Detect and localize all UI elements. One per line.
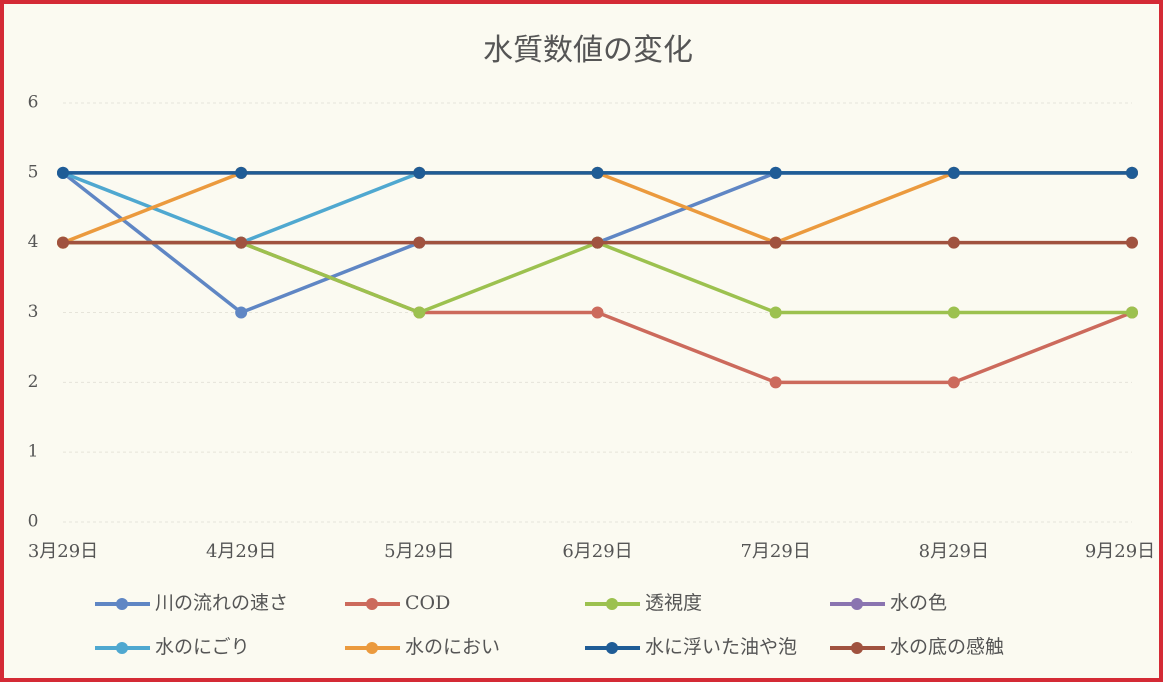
x-tick-label: 6月29日 [562,541,632,562]
data-point [235,166,248,179]
legend-label: 水のにごり [155,636,250,658]
data-point [57,166,69,179]
legend-label: COD [405,592,450,614]
data-point [413,236,426,249]
data-point [591,306,604,319]
y-tick-label: 0 [28,512,39,532]
x-tick-label: 3月29日 [28,541,98,562]
legend-label: 水の底の感触 [890,636,1004,658]
legend-marker [606,598,618,610]
legend-marker [366,598,378,610]
x-tick-label: 5月29日 [384,541,454,562]
data-point [413,166,426,179]
legend-marker [116,642,128,654]
legend-marker [606,642,618,654]
data-point [591,236,604,249]
legend-label: 透視度 [645,592,702,614]
data-point [1126,236,1138,249]
legend-label: 川の流れの速さ [155,592,288,614]
data-point [235,236,248,249]
data-point [769,306,782,319]
data-point [413,306,426,319]
legend-marker [366,642,378,654]
data-point [947,306,960,319]
data-point [57,236,69,249]
data-point [769,376,782,389]
y-tick-label: 2 [28,372,39,392]
data-point [769,166,782,179]
x-tick-label: 7月29日 [740,541,810,562]
data-point [947,236,960,249]
data-point [1126,306,1138,319]
x-tick-label: 8月29日 [919,541,989,562]
data-point [235,306,248,319]
y-tick-label: 5 [28,162,39,182]
y-tick-label: 4 [28,232,39,252]
chart-title: 水質数値の変化 [483,33,693,68]
legend-label: 水の色 [890,592,947,614]
legend-marker [851,598,863,610]
legend-marker [116,598,128,610]
y-tick-label: 1 [28,442,39,462]
data-point [1126,166,1138,179]
legend-label: 水のにおい [405,636,500,658]
data-point [947,376,960,389]
data-point [947,166,960,179]
legend-marker [851,642,863,654]
x-tick-label: 9月29日 [1085,541,1155,562]
data-point [591,166,604,179]
data-point [769,236,782,249]
y-tick-label: 3 [28,302,39,322]
legend-label: 水に浮いた油や泡 [645,636,797,658]
x-tick-label: 4月29日 [206,541,276,562]
y-tick-label: 6 [28,93,39,113]
